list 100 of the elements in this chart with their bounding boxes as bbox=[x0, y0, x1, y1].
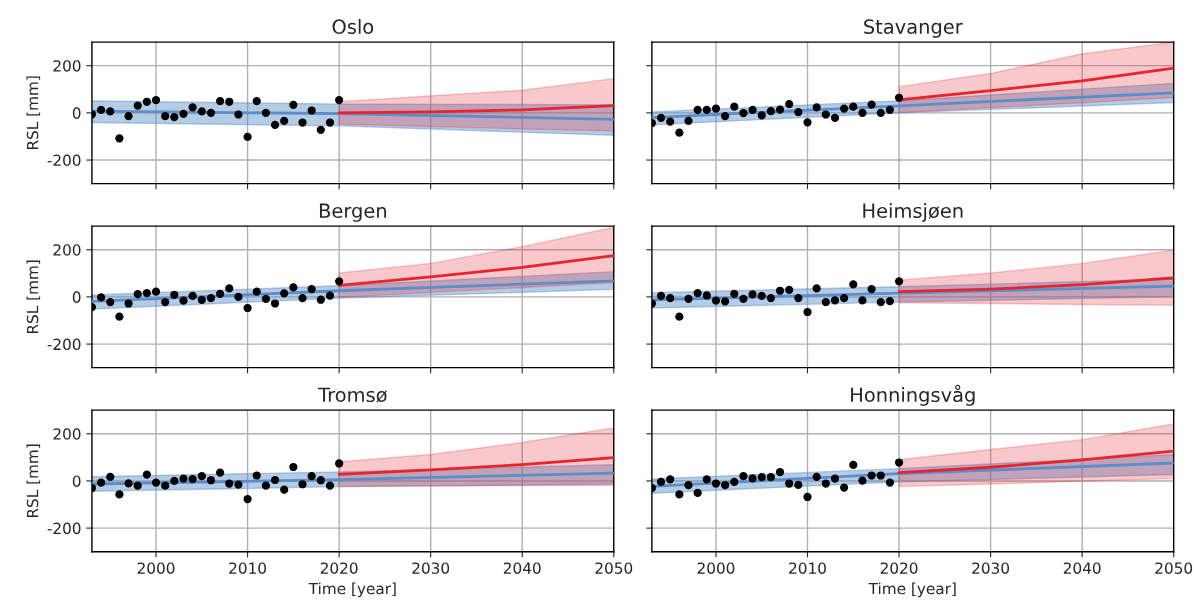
point bbox=[867, 471, 876, 480]
point bbox=[840, 104, 849, 113]
point bbox=[739, 294, 748, 303]
point bbox=[307, 106, 316, 115]
point bbox=[721, 481, 730, 490]
point bbox=[885, 105, 895, 114]
point bbox=[730, 477, 739, 486]
x-tick-label: 2010 bbox=[229, 562, 266, 574]
x-tick-label: 2020 bbox=[880, 562, 918, 574]
point bbox=[711, 104, 721, 113]
point bbox=[876, 297, 885, 307]
point bbox=[702, 105, 711, 114]
point bbox=[252, 96, 261, 106]
point bbox=[225, 479, 234, 488]
y-tick-label: 200 bbox=[53, 60, 81, 72]
y-tick-label: -200 bbox=[47, 338, 81, 351]
line-series bbox=[337, 104, 614, 115]
point bbox=[794, 108, 803, 117]
point bbox=[197, 295, 206, 305]
y-tick-label: 0 bbox=[72, 475, 81, 487]
x-tick-label: 2050 bbox=[595, 562, 633, 574]
point bbox=[711, 479, 721, 488]
chart-title: Honningsvåg bbox=[851, 384, 975, 406]
point bbox=[179, 474, 188, 483]
point bbox=[289, 283, 298, 292]
point bbox=[96, 293, 106, 302]
chart-title: Stavanger bbox=[864, 19, 963, 38]
point bbox=[775, 468, 785, 477]
point bbox=[656, 113, 666, 122]
point bbox=[307, 472, 316, 481]
x-tick-label: 2020 bbox=[320, 562, 358, 574]
point bbox=[675, 128, 684, 137]
x-tick-label: 2030 bbox=[972, 562, 1010, 574]
y-tick-label: 0 bbox=[72, 107, 81, 119]
point bbox=[894, 458, 904, 467]
point bbox=[702, 475, 711, 484]
point bbox=[261, 481, 270, 490]
point bbox=[225, 97, 234, 106]
y-axis-title: RSL [mm] bbox=[26, 76, 41, 150]
point bbox=[785, 100, 794, 109]
point bbox=[766, 473, 775, 482]
point bbox=[684, 116, 693, 125]
point bbox=[170, 290, 179, 299]
point bbox=[142, 289, 151, 298]
point bbox=[325, 291, 335, 300]
point bbox=[867, 285, 876, 294]
point bbox=[115, 490, 124, 499]
point bbox=[316, 295, 325, 304]
point bbox=[335, 96, 344, 105]
point bbox=[234, 110, 243, 119]
point bbox=[858, 108, 867, 117]
point bbox=[335, 459, 344, 468]
point bbox=[161, 112, 170, 121]
point bbox=[821, 479, 830, 488]
point bbox=[124, 479, 133, 488]
y-tick-label: 0 bbox=[72, 291, 81, 303]
x-tick-label: 2010 bbox=[789, 562, 826, 574]
y-axis-title: RSL [mm] bbox=[26, 260, 41, 334]
y-tick-label: -200 bbox=[47, 154, 81, 167]
point bbox=[216, 289, 225, 298]
point bbox=[298, 118, 307, 127]
point bbox=[675, 490, 684, 499]
point bbox=[325, 481, 335, 490]
point bbox=[280, 116, 289, 125]
point bbox=[234, 292, 243, 301]
point bbox=[270, 120, 280, 129]
x-axis-title: Time [year] bbox=[308, 582, 396, 598]
point bbox=[280, 289, 289, 298]
point bbox=[96, 478, 106, 487]
point bbox=[794, 480, 803, 490]
y-tick-label: -200 bbox=[47, 522, 81, 535]
point bbox=[830, 113, 840, 122]
x-tick-label: 2040 bbox=[503, 562, 541, 574]
point bbox=[721, 297, 730, 306]
point bbox=[803, 492, 812, 502]
point bbox=[757, 473, 766, 482]
y-tick-label: 200 bbox=[53, 428, 81, 440]
point bbox=[775, 286, 785, 295]
point bbox=[234, 480, 243, 489]
y-tick-label: 200 bbox=[53, 244, 81, 256]
point bbox=[261, 108, 270, 117]
point bbox=[216, 96, 225, 106]
point bbox=[666, 293, 675, 303]
point bbox=[298, 480, 307, 489]
point bbox=[684, 481, 693, 490]
point bbox=[785, 479, 794, 488]
point bbox=[133, 101, 142, 110]
point bbox=[849, 460, 858, 469]
point bbox=[225, 284, 234, 293]
point bbox=[106, 107, 115, 116]
point bbox=[730, 289, 739, 298]
x-tick-label: 2000 bbox=[137, 562, 175, 574]
point bbox=[656, 291, 666, 301]
point bbox=[206, 293, 216, 303]
point bbox=[161, 297, 170, 307]
point bbox=[289, 100, 298, 109]
point bbox=[96, 105, 106, 114]
point bbox=[812, 472, 821, 482]
point bbox=[188, 103, 197, 112]
point bbox=[876, 108, 885, 117]
